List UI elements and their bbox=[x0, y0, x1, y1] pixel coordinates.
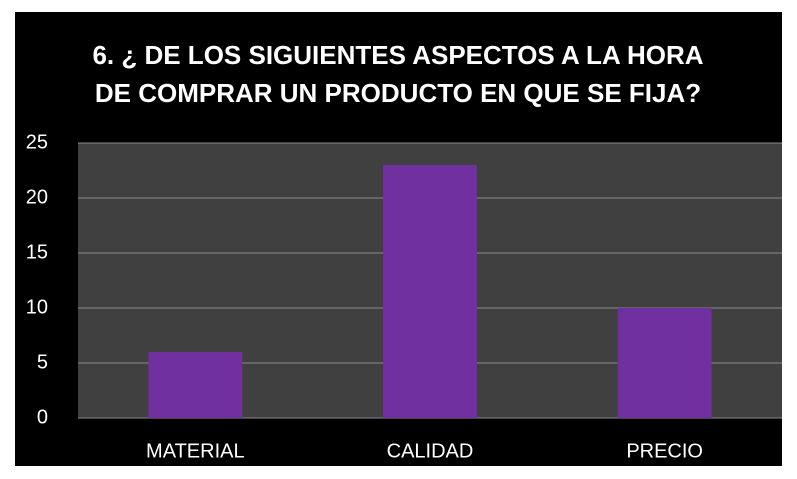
y-tick-label: 25 bbox=[26, 131, 48, 153]
y-tick-label: 20 bbox=[26, 186, 48, 208]
y-tick-label: 10 bbox=[26, 296, 48, 318]
chart-title: 6. ¿ DE LOS SIGUIENTES ASPECTOS A LA HOR… bbox=[92, 40, 704, 108]
bar bbox=[383, 165, 477, 418]
x-tick-label: PRECIO bbox=[626, 440, 703, 462]
y-tick-label: 15 bbox=[26, 241, 48, 263]
bar bbox=[617, 308, 712, 418]
y-tick-label: 0 bbox=[37, 406, 48, 428]
bar bbox=[148, 352, 243, 418]
y-tick-label: 5 bbox=[37, 351, 48, 373]
x-tick-label: MATERIAL bbox=[146, 440, 245, 462]
x-tick-label: CALIDAD bbox=[387, 440, 474, 462]
